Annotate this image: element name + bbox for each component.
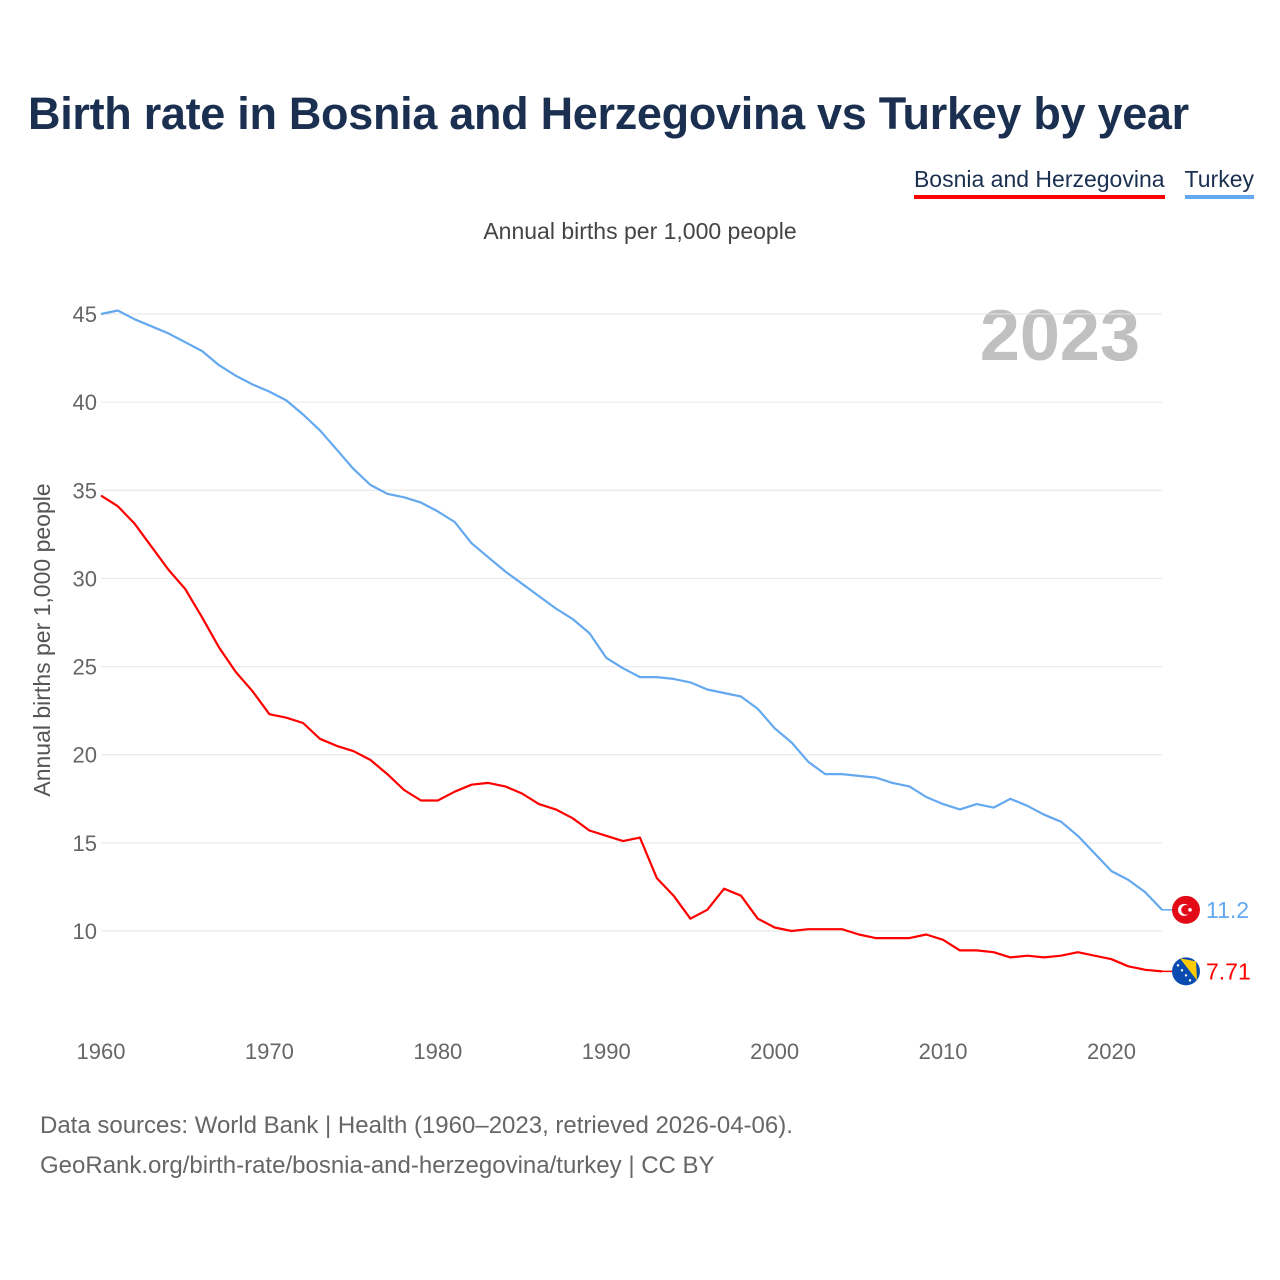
end-value-label: 11.2 <box>1206 897 1249 923</box>
source-link[interactable]: GeoRank.org/birth-rate/bosnia-and-herzeg… <box>40 1152 715 1179</box>
chart-title: Birth rate in Bosnia and Herzegovina vs … <box>28 88 1189 139</box>
y-tick-label: 15 <box>73 831 97 856</box>
y-tick-label: 30 <box>73 566 97 591</box>
x-tick-label: 1970 <box>245 1039 294 1064</box>
series-line-turkey <box>100 309 1163 911</box>
legend-item-bosnia[interactable]: Bosnia and Herzegovina <box>913 166 1165 199</box>
y-tick-label: 10 <box>73 919 97 944</box>
y-tick-label: 40 <box>73 390 97 415</box>
y-axis-label: Annual births per 1,000 people <box>29 483 55 796</box>
legend-item-turkey[interactable]: Turkey <box>1184 166 1254 199</box>
x-tick-label: 2010 <box>919 1039 968 1064</box>
star <box>1180 969 1184 972</box>
footer: Data sources: World Bank | Health (1960–… <box>40 1106 793 1186</box>
chart-subtitle: Annual births per 1,000 people <box>483 218 797 244</box>
star <box>1188 979 1192 982</box>
year-watermark: 2023 <box>980 296 1140 376</box>
x-tick-label: 1990 <box>582 1039 631 1064</box>
end-value-label: 7.71 <box>1206 958 1251 984</box>
turkey-flag-icon <box>1172 895 1200 924</box>
bosnia-flag-icon <box>1172 957 1200 986</box>
plot-area: 2023 Annual births per 1,000 people 10 15… <box>29 296 1251 1064</box>
flag-triangle <box>1180 958 1197 981</box>
star <box>1176 964 1180 967</box>
star <box>1188 908 1192 912</box>
x-tick-label: 2020 <box>1087 1039 1136 1064</box>
x-tick-label: 2000 <box>750 1039 799 1064</box>
y-tick-label: 45 <box>73 302 97 327</box>
series-line-bosnia <box>100 494 1163 973</box>
y-tick-label: 35 <box>73 478 97 503</box>
x-tick-label: 1960 <box>77 1039 126 1064</box>
y-tick-label: 25 <box>73 655 97 680</box>
legend: Bosnia and Herzegovina Turkey <box>913 166 1254 199</box>
source-text: Data sources: World Bank | Health (1960–… <box>40 1112 793 1139</box>
star <box>1184 974 1188 977</box>
crescent-inner <box>1181 905 1191 915</box>
x-tick-label: 1980 <box>413 1039 462 1064</box>
y-tick-label: 20 <box>73 743 97 768</box>
